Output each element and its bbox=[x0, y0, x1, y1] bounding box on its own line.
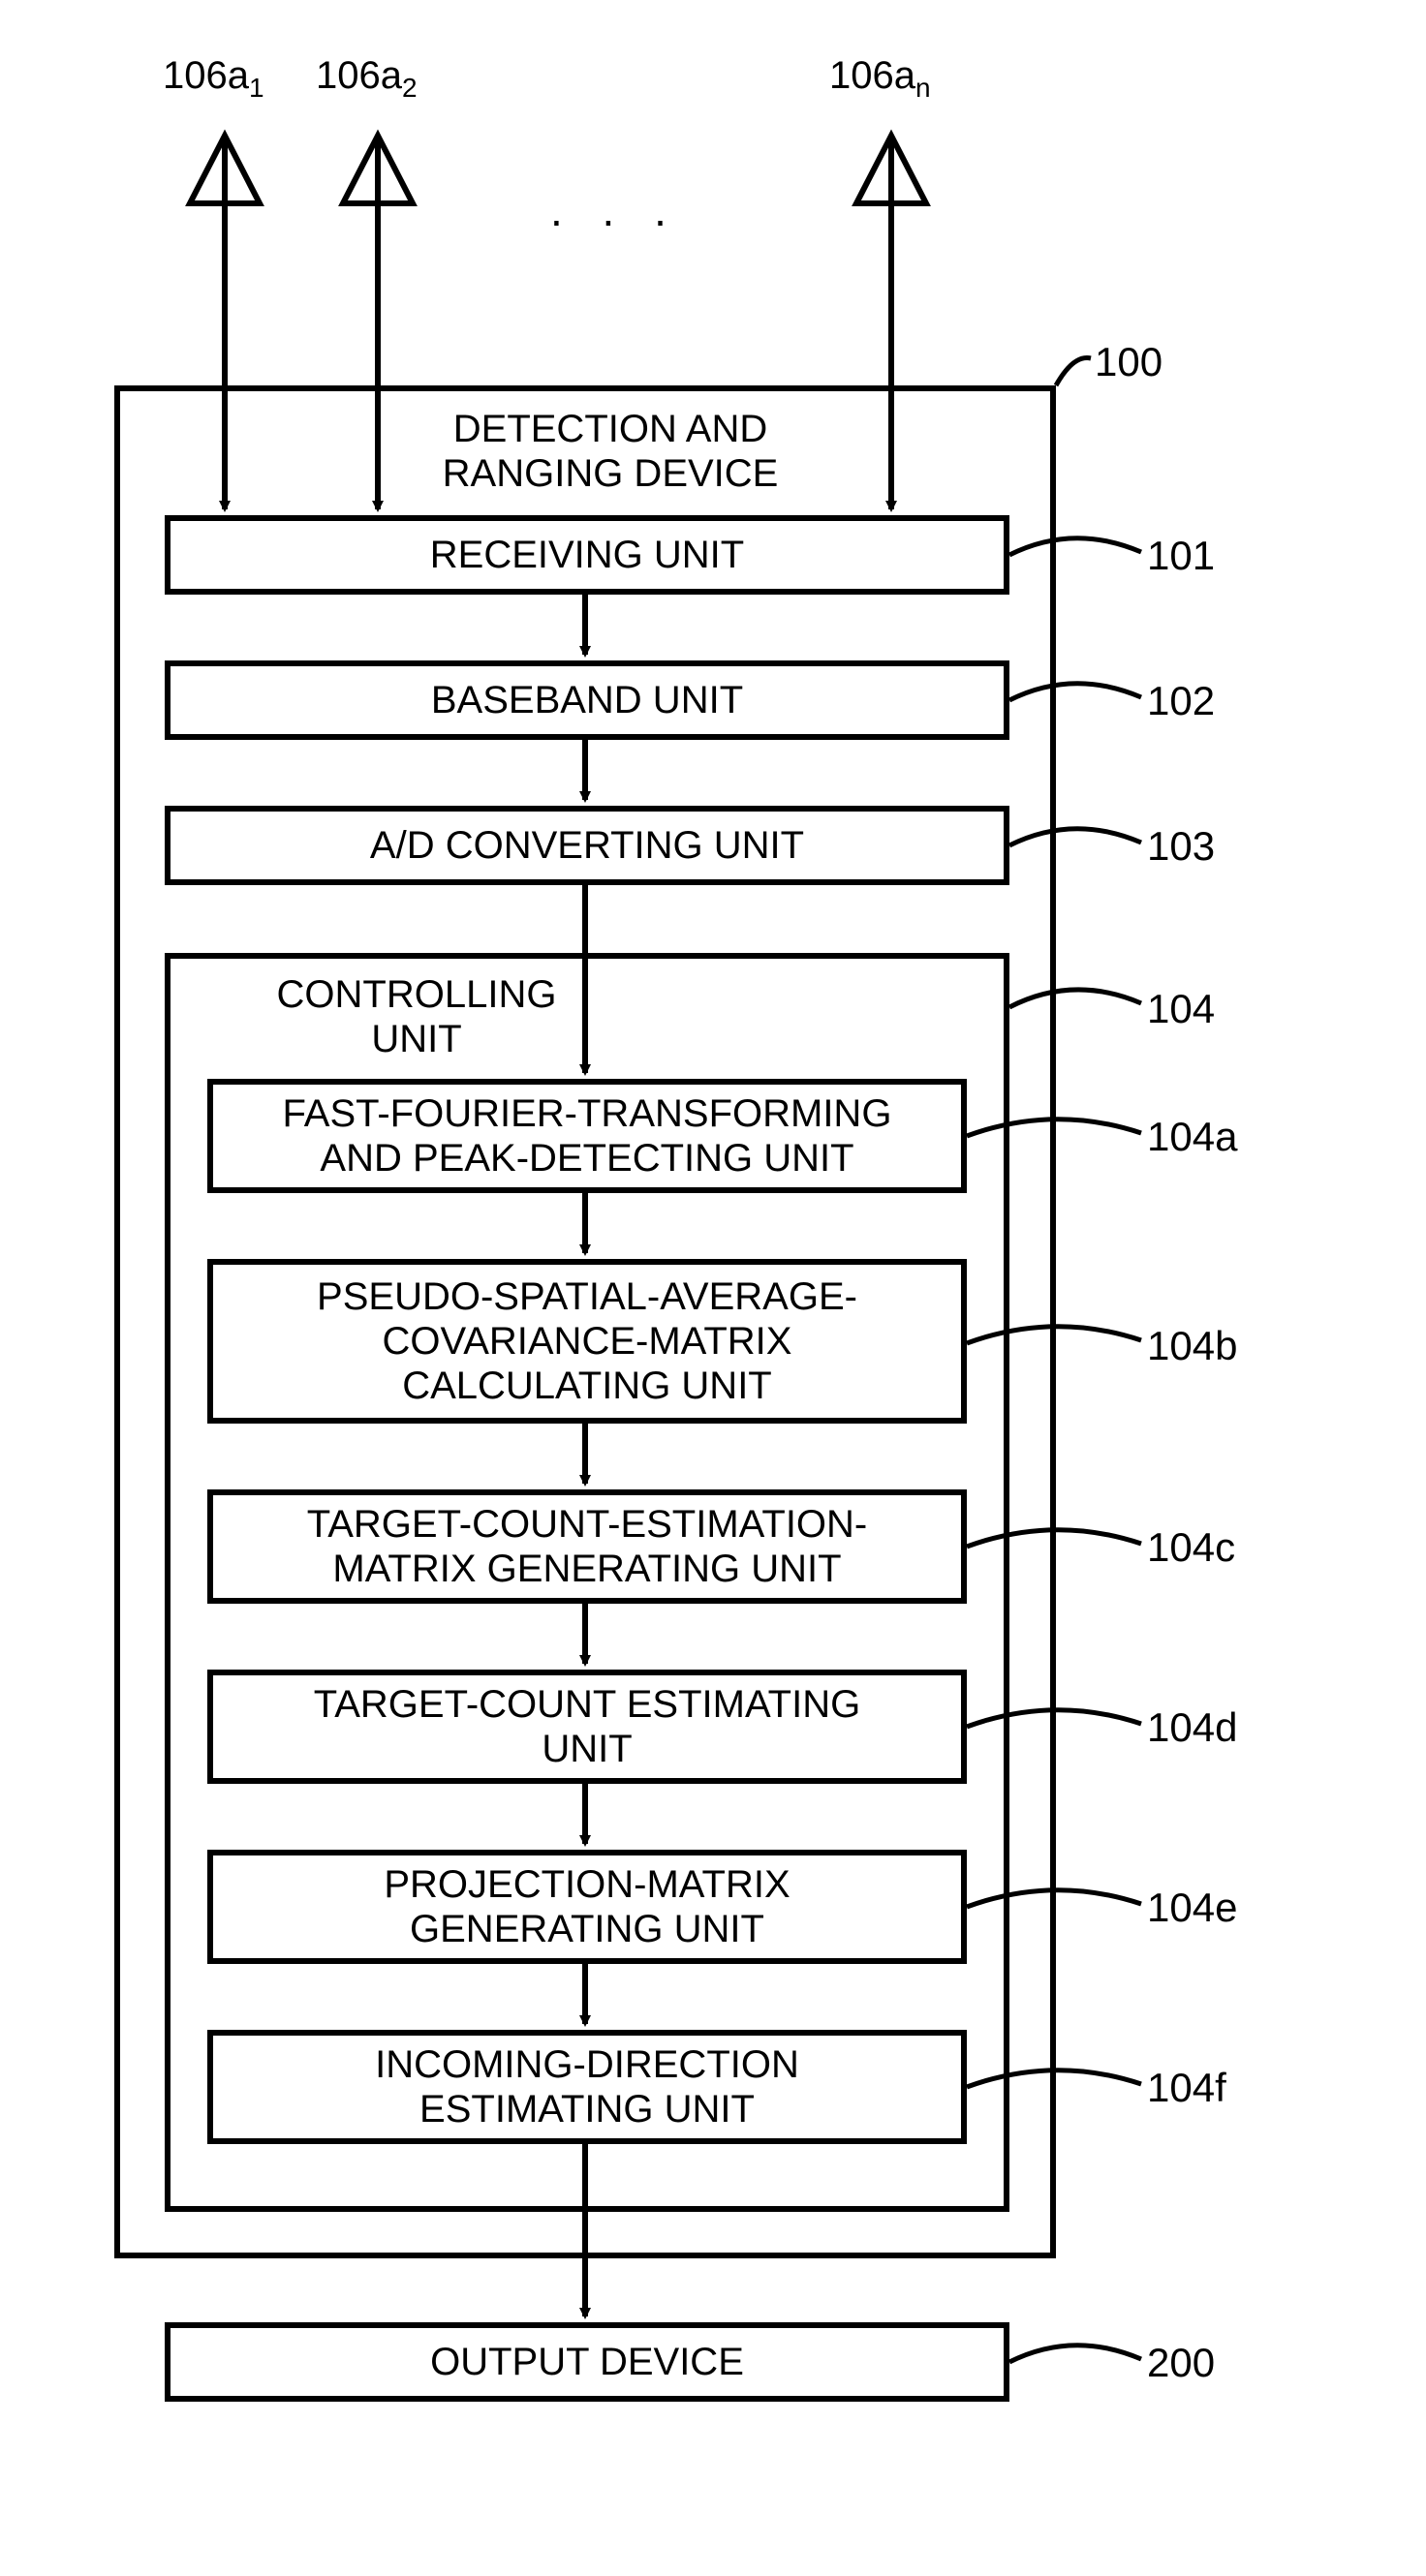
tce-unit: TARGET-COUNT ESTIMATING UNIT bbox=[207, 1670, 967, 1784]
ref-103: 103 bbox=[1147, 823, 1215, 870]
device-title-line1: DETECTION AND bbox=[453, 408, 767, 450]
ref-104c: 104c bbox=[1147, 1524, 1235, 1571]
tcemg-unit: TARGET-COUNT-ESTIMATION- MATRIX GENERATI… bbox=[207, 1489, 967, 1604]
antenna-prefix-1: 106a bbox=[163, 54, 249, 97]
antenna-sub-1: 1 bbox=[249, 73, 264, 103]
ref-101: 101 bbox=[1147, 533, 1215, 579]
ref-100: 100 bbox=[1095, 339, 1162, 385]
ref-200: 200 bbox=[1147, 2340, 1215, 2386]
controlling-title-line1: CONTROLLING bbox=[277, 973, 557, 1016]
device-title-line2: RANGING DEVICE bbox=[443, 452, 779, 495]
ref-104a: 104a bbox=[1147, 1114, 1237, 1160]
baseband-unit: BASEBAND UNIT bbox=[165, 660, 1009, 740]
diagram-canvas: 106a1 106a2 106an . . . DETECTION AND RA… bbox=[0, 39, 1426, 2518]
fft-line2: AND PEAK-DETECTING UNIT bbox=[320, 1137, 853, 1180]
output-device-label: OUTPUT DEVICE bbox=[430, 2340, 744, 2384]
pmg-unit: PROJECTION-MATRIX GENERATING UNIT bbox=[207, 1850, 967, 1964]
antenna-label-n: 106an bbox=[829, 54, 931, 104]
ide-unit: INCOMING-DIRECTION ESTIMATING UNIT bbox=[207, 2030, 967, 2144]
fft-unit: FAST-FOURIER-TRANSFORMING AND PEAK-DETEC… bbox=[207, 1079, 967, 1193]
ref-104e: 104e bbox=[1147, 1885, 1237, 1931]
output-device: OUTPUT DEVICE bbox=[165, 2322, 1009, 2402]
ref-104: 104 bbox=[1147, 986, 1215, 1032]
psacm-unit: PSEUDO-SPATIAL-AVERAGE- COVARIANCE-MATRI… bbox=[207, 1259, 967, 1424]
antenna-prefix-2: 106a bbox=[316, 54, 402, 97]
antenna-icon-n bbox=[856, 136, 926, 203]
antenna-sub-2: 2 bbox=[402, 73, 418, 103]
pmg-line1: PROJECTION-MATRIX bbox=[384, 1863, 790, 1906]
tcemg-line2: MATRIX GENERATING UNIT bbox=[332, 1548, 841, 1590]
controlling-title-line2: UNIT bbox=[371, 1018, 461, 1060]
receiving-unit-label: RECEIVING UNIT bbox=[430, 533, 744, 577]
antenna-icon-1 bbox=[190, 136, 260, 203]
psacm-line3: CALCULATING UNIT bbox=[402, 1365, 772, 1407]
controlling-title: CONTROLLING UNIT bbox=[252, 972, 581, 1061]
tce-line1: TARGET-COUNT ESTIMATING bbox=[314, 1683, 860, 1726]
ref-104f: 104f bbox=[1147, 2065, 1226, 2111]
tce-line2: UNIT bbox=[542, 1728, 632, 1770]
antenna-sub-n: n bbox=[915, 73, 931, 103]
antenna-icon-2 bbox=[343, 136, 413, 203]
pmg-line2: GENERATING UNIT bbox=[410, 1908, 764, 1950]
antenna-prefix-n: 106a bbox=[829, 54, 915, 97]
ide-line1: INCOMING-DIRECTION bbox=[375, 2043, 799, 2086]
antenna-ellipsis: . . . bbox=[550, 184, 680, 236]
tcemg-line1: TARGET-COUNT-ESTIMATION- bbox=[307, 1503, 868, 1546]
psacm-line1: PSEUDO-SPATIAL-AVERAGE- bbox=[317, 1275, 857, 1318]
ref-104d: 104d bbox=[1147, 1704, 1237, 1751]
antenna-label-1: 106a1 bbox=[163, 54, 264, 104]
receiving-unit: RECEIVING UNIT bbox=[165, 515, 1009, 595]
psacm-line2: COVARIANCE-MATRIX bbox=[382, 1320, 791, 1363]
ref-104b: 104b bbox=[1147, 1323, 1237, 1369]
adc-unit: A/D CONVERTING UNIT bbox=[165, 806, 1009, 885]
adc-unit-label: A/D CONVERTING UNIT bbox=[370, 823, 804, 868]
ide-line2: ESTIMATING UNIT bbox=[419, 2088, 755, 2131]
antenna-label-2: 106a2 bbox=[316, 54, 418, 104]
ref-102: 102 bbox=[1147, 678, 1215, 724]
device-title: DETECTION AND RANGING DEVICE bbox=[407, 407, 814, 496]
baseband-unit-label: BASEBAND UNIT bbox=[431, 678, 743, 722]
fft-line1: FAST-FOURIER-TRANSFORMING bbox=[283, 1092, 892, 1135]
